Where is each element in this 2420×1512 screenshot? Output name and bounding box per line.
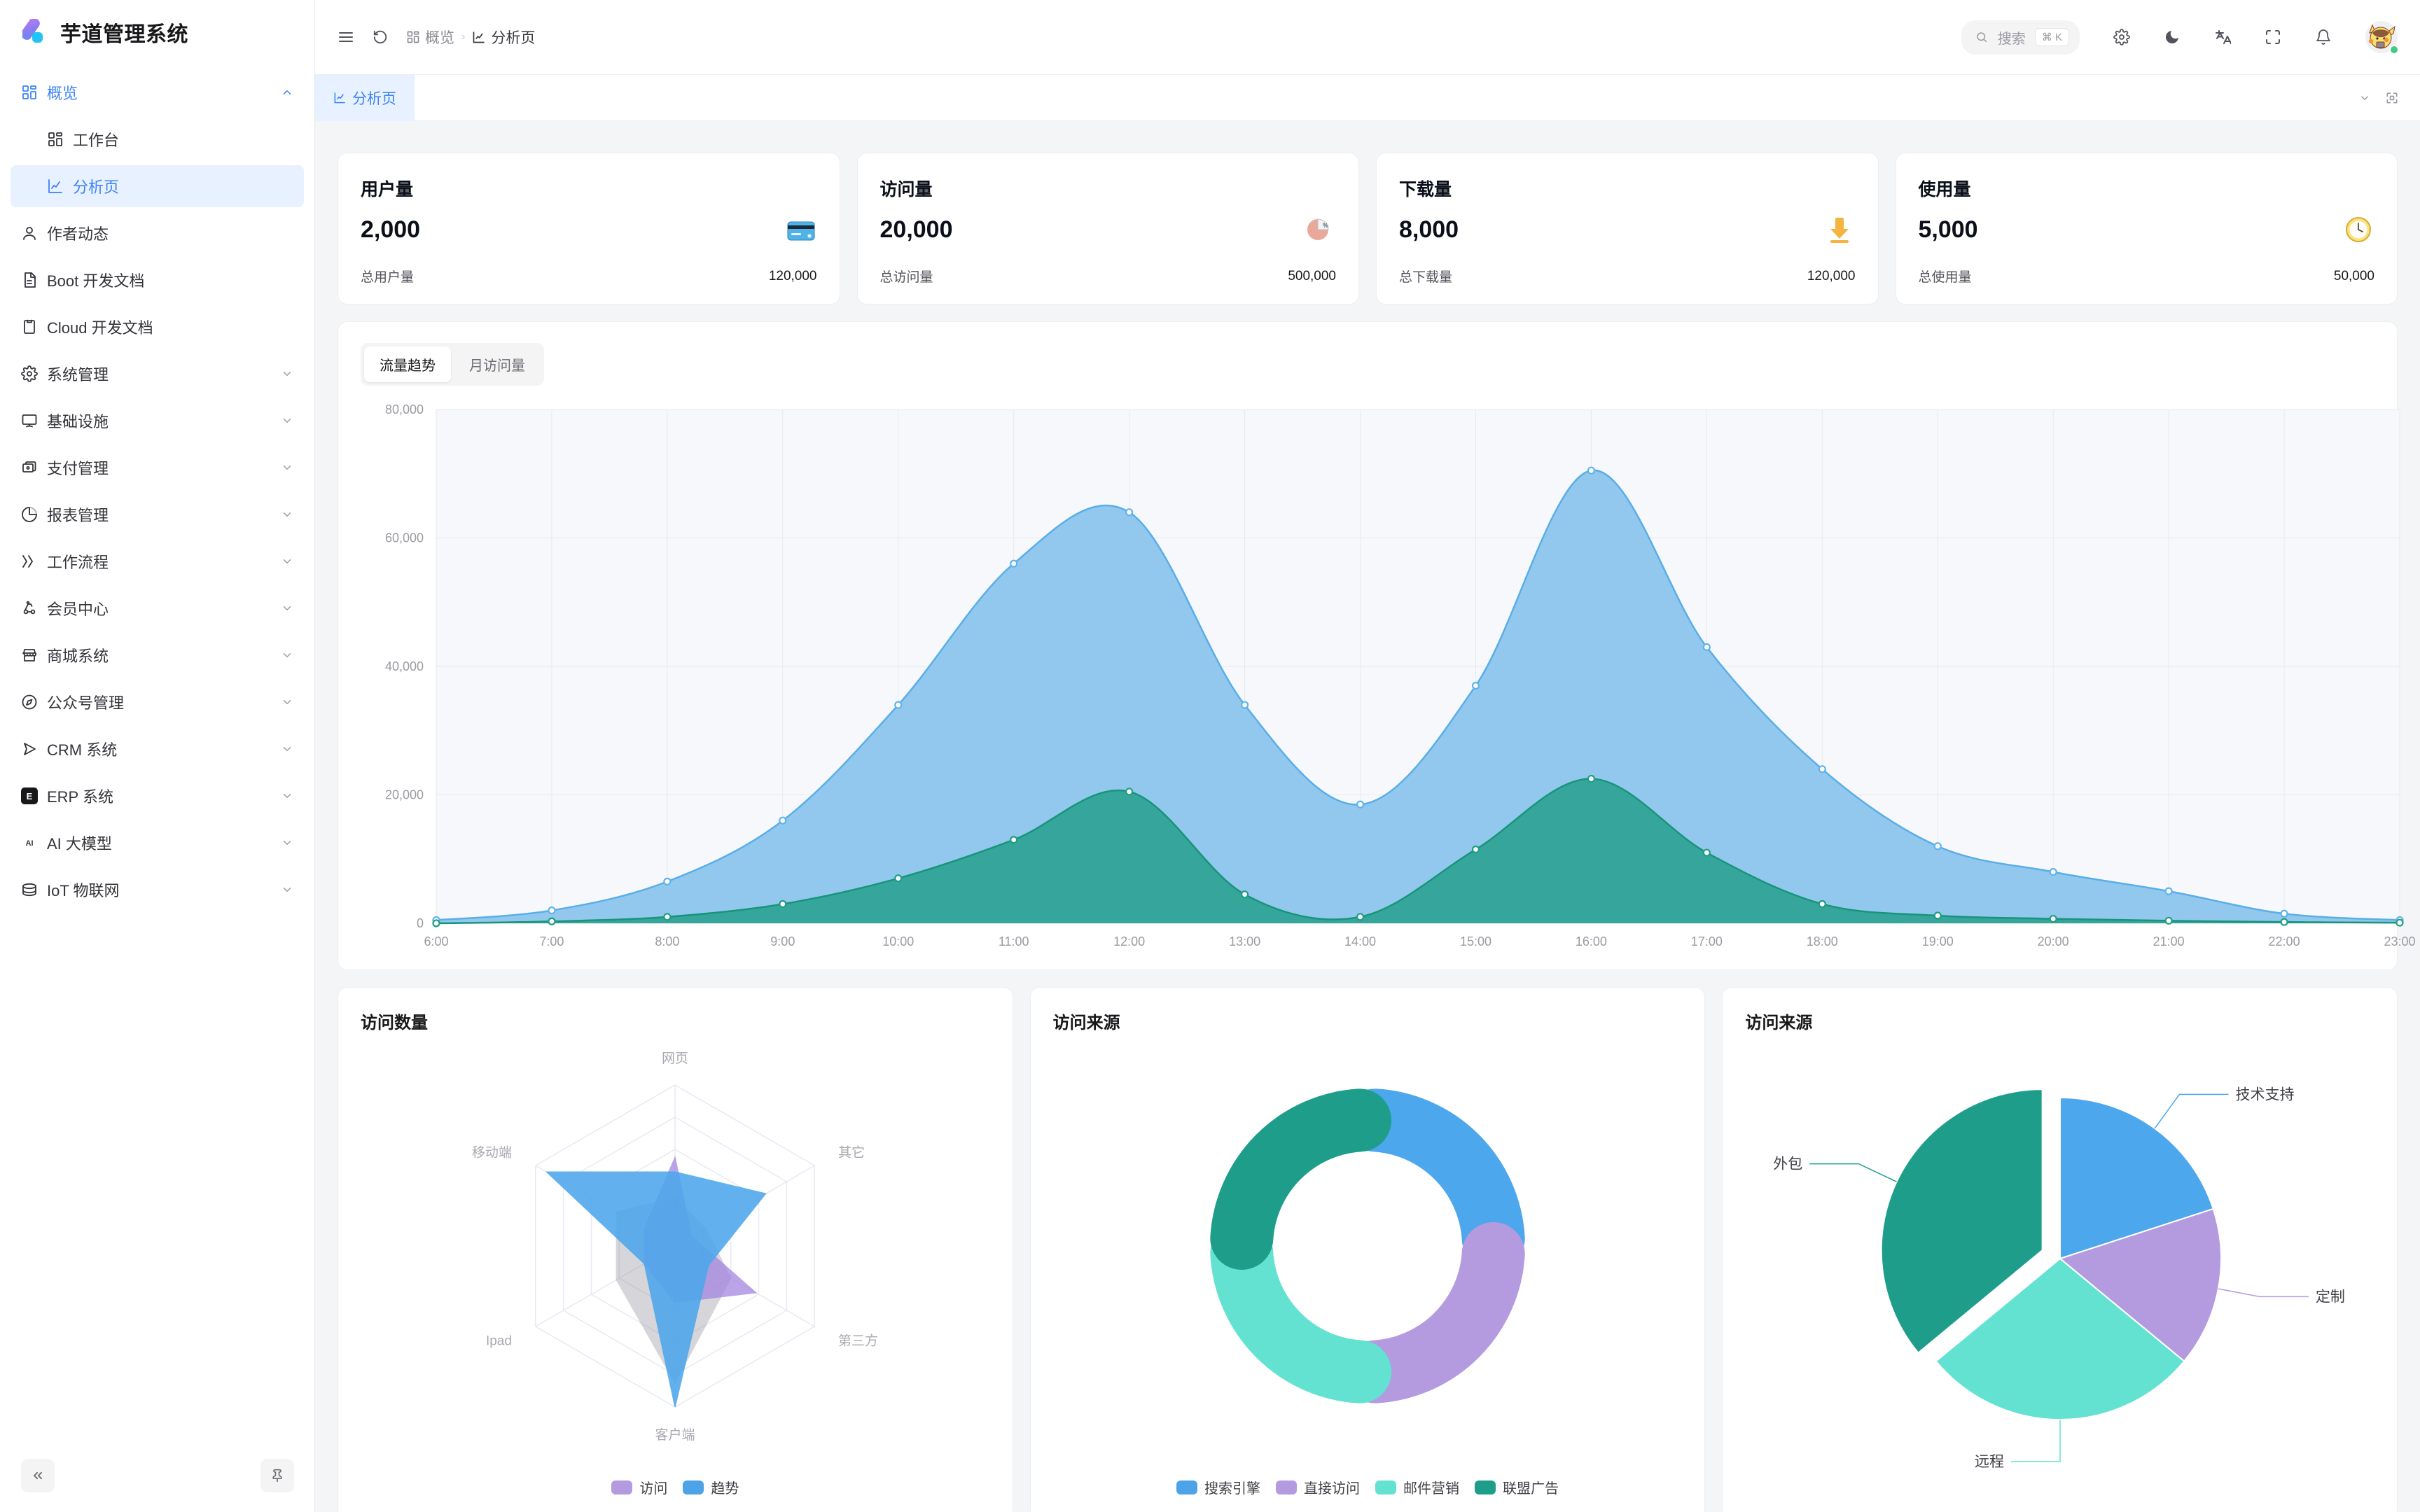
svg-text:23:00: 23:00 <box>2384 934 2415 948</box>
svg-text:外包: 外包 <box>1773 1156 1802 1172</box>
svg-text:8:00: 8:00 <box>655 934 679 948</box>
svg-text:移动端: 移动端 <box>472 1144 512 1160</box>
svg-text:0: 0 <box>417 916 424 930</box>
svg-text:9:00: 9:00 <box>770 934 795 948</box>
svg-text:客户端: 客户端 <box>655 1427 695 1443</box>
svg-text:18:00: 18:00 <box>1807 934 1838 948</box>
svg-text:网页: 网页 <box>662 1051 688 1066</box>
svg-text:20:00: 20:00 <box>2038 934 2069 948</box>
svg-text:远程: 远程 <box>1975 1454 2004 1470</box>
svg-text:Ipad: Ipad <box>486 1334 512 1349</box>
svg-text:16:00: 16:00 <box>1576 934 1607 948</box>
svg-text:AI: AI <box>26 839 34 848</box>
svg-text:12:00: 12:00 <box>1113 934 1145 948</box>
svg-text:17:00: 17:00 <box>1691 934 1723 948</box>
svg-text:6:00: 6:00 <box>424 934 448 948</box>
svg-text:其它: 其它 <box>838 1144 865 1160</box>
svg-text:第三方: 第三方 <box>838 1334 878 1349</box>
svg-text:40,000: 40,000 <box>385 659 424 673</box>
svg-text:60,000: 60,000 <box>385 531 424 545</box>
svg-text:定制: 定制 <box>2316 1289 2345 1305</box>
svg-text:80,000: 80,000 <box>385 402 424 416</box>
svg-text:13:00: 13:00 <box>1229 934 1260 948</box>
svg-text:21:00: 21:00 <box>2153 934 2185 948</box>
svg-text:20,000: 20,000 <box>385 788 424 802</box>
svg-text:%: % <box>1323 222 1328 229</box>
svg-text:11:00: 11:00 <box>999 934 1029 948</box>
svg-text:14:00: 14:00 <box>1344 934 1376 948</box>
svg-text:19:00: 19:00 <box>1922 934 1954 948</box>
svg-text:7:00: 7:00 <box>539 934 564 948</box>
svg-text:10:00: 10:00 <box>882 934 914 948</box>
svg-text:技术支持: 技术支持 <box>2235 1086 2294 1102</box>
svg-text:15:00: 15:00 <box>1460 934 1491 948</box>
svg-text:22:00: 22:00 <box>2269 934 2300 948</box>
